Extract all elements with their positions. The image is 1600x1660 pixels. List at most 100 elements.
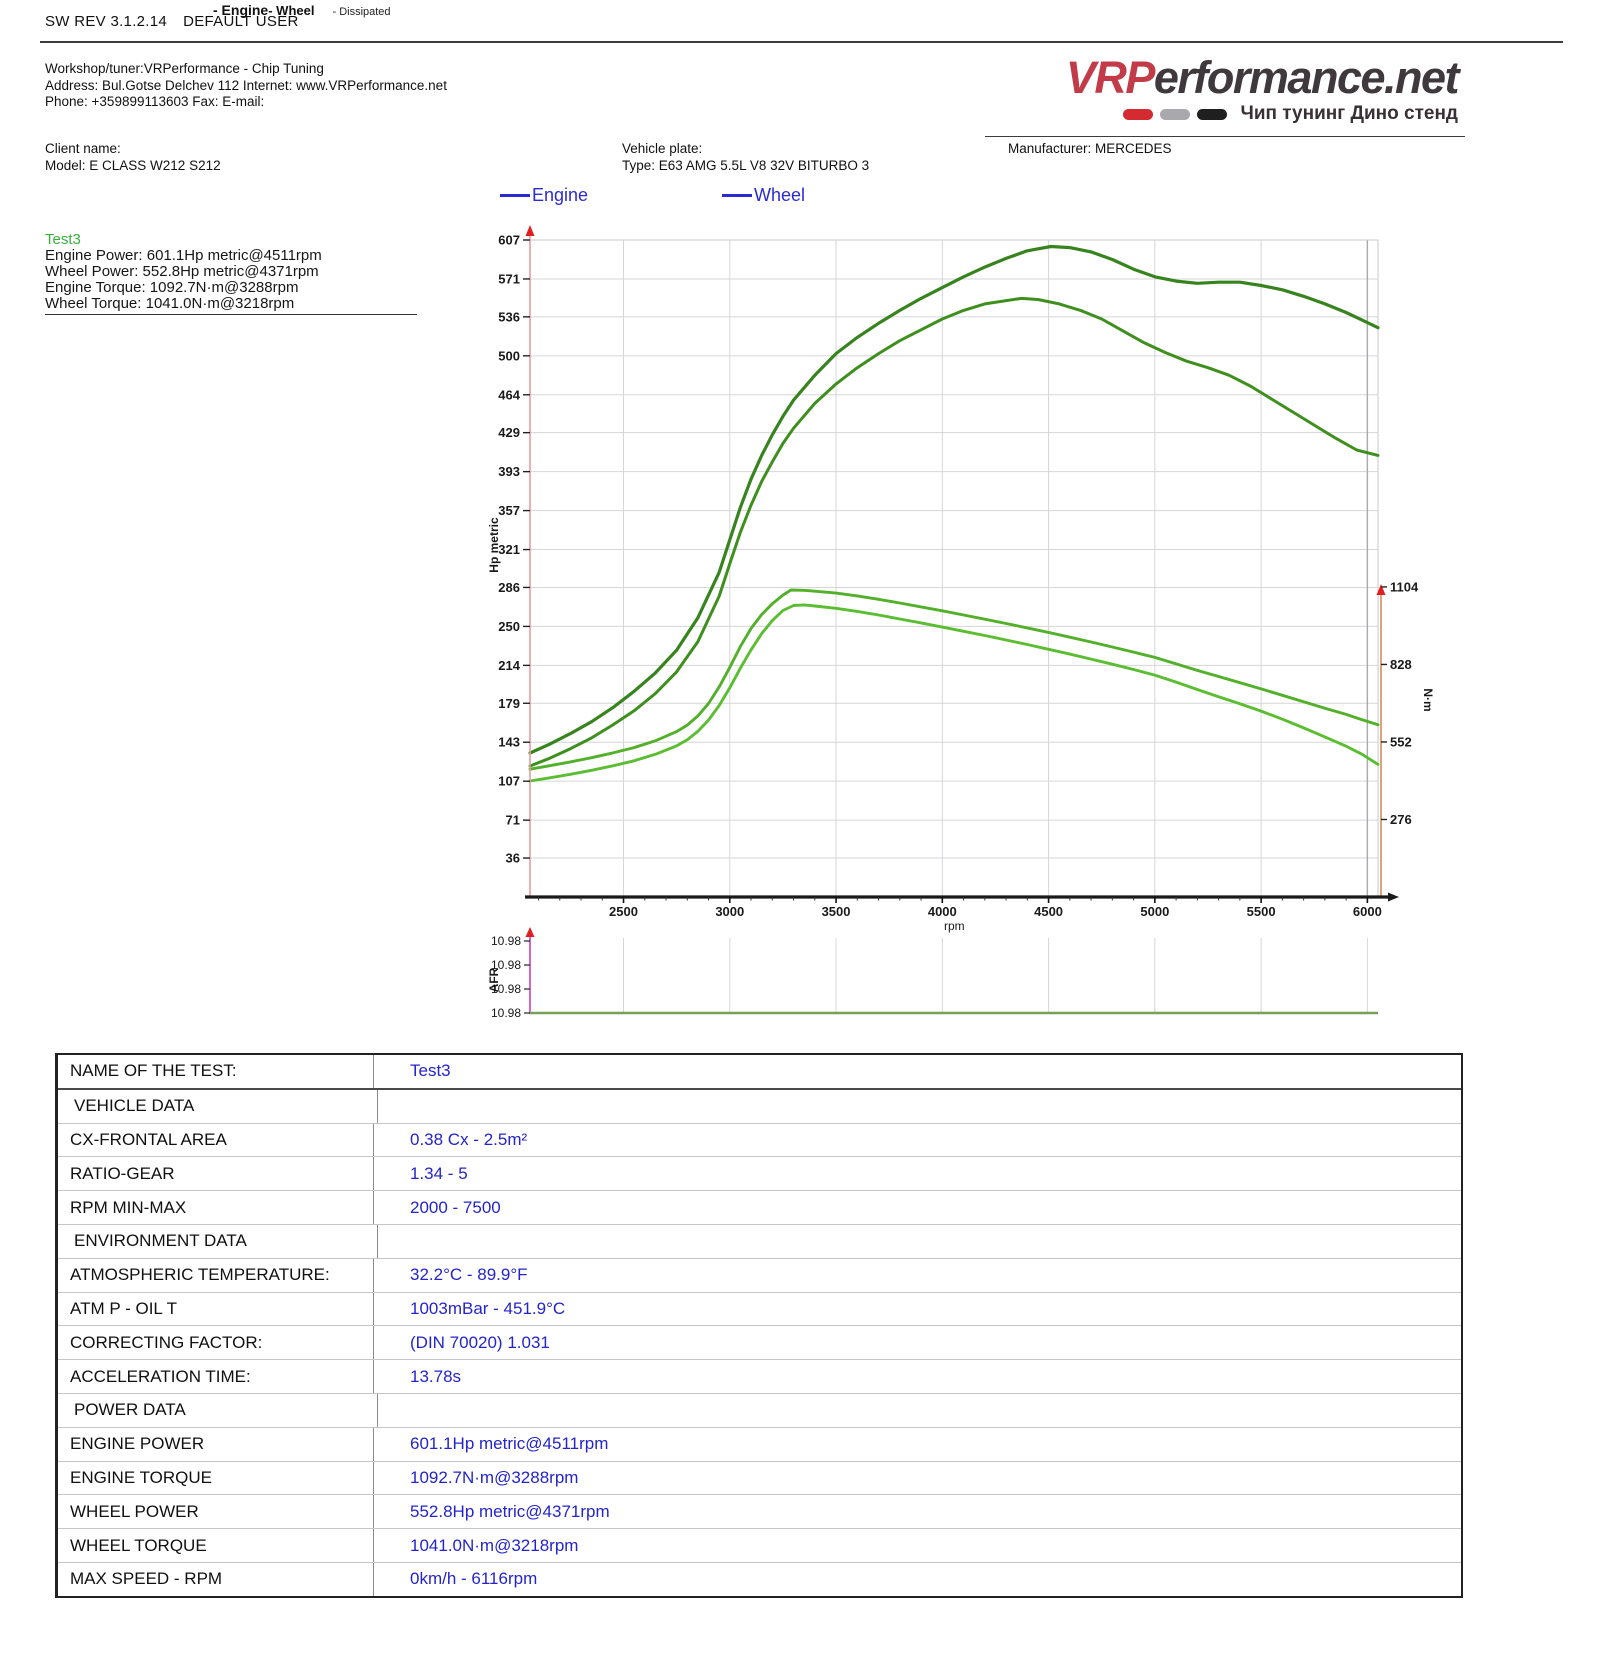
logo-pill-black	[1197, 108, 1228, 120]
legend-engine-label: Engine	[532, 185, 589, 205]
svg-text:1104: 1104	[1390, 579, 1419, 594]
table-row-label: POWER DATA	[74, 1400, 186, 1420]
svg-text:71: 71	[506, 813, 520, 828]
table-row-atmospheric-temperature: ATMOSPHERIC TEMPERATURE: 32.2°C - 89.9°F	[58, 1257, 1461, 1292]
table-row-ratio-gear: RATIO-GEAR 1.34 - 5	[58, 1156, 1461, 1191]
table-row-label: ENVIRONMENT DATA	[74, 1231, 247, 1251]
svg-text:N·m: N·m	[1421, 688, 1435, 711]
print-legend-dissipated: - Dissipated	[332, 6, 391, 18]
table-row-value: (DIN 70020) 1.031	[373, 1326, 1461, 1360]
svg-text:393: 393	[498, 464, 520, 479]
svg-text:10.98: 10.98	[491, 958, 521, 972]
table-row-value: 13.78s	[373, 1360, 1461, 1393]
table-row-environment-data: ENVIRONMENT DATA	[58, 1223, 1461, 1258]
svg-text:10.98: 10.98	[491, 982, 521, 996]
table-row-value: Test3	[373, 1055, 1461, 1088]
svg-text:5000: 5000	[1140, 904, 1169, 919]
legend-wheel-label: Wheel	[754, 185, 806, 205]
brand-logo: VRPerformance.net Чип тунинг Дино стенд	[1000, 52, 1460, 125]
brand-logo-rest: erformance.net	[1153, 52, 1460, 103]
svg-text:250: 250	[498, 619, 520, 634]
results-table: NAME OF THE TEST: Test3 VEHICLE DATA CX-FRO…	[55, 1053, 1463, 1598]
svg-text:3000: 3000	[715, 904, 744, 919]
series-wheel-power	[528, 296, 1380, 768]
workshop-line3: Phone: +359899113603 Fax: E-mail:	[45, 94, 265, 109]
chart-series	[528, 244, 1380, 783]
table-row-label: RPM MIN-MAX	[70, 1197, 187, 1217]
chart-axes: 607 571 536 500 464 429 393 357 321 286 250 214 179 1…	[487, 225, 1435, 933]
brand-logo-vrp: VRP	[1065, 52, 1156, 103]
table-row-value: 2000 - 7500	[373, 1191, 1461, 1224]
vehicle-plate-label: Vehicle plate:	[622, 141, 703, 156]
table-row-label: WHEEL POWER	[70, 1501, 199, 1521]
table-row-value: 601.1Hp metric@4511rpm	[373, 1427, 1461, 1461]
logo-pill-gray	[1160, 108, 1191, 120]
table-row-wheel-torque: WHEEL TORQUE 1041.0N·m@3218rpm	[58, 1528, 1461, 1562]
table-row-value: 1092.7N·m@3288rpm	[373, 1461, 1461, 1495]
svg-text:214: 214	[498, 658, 520, 673]
test-wheel-power: Wheel Power: 552.8Hp metric@4371rpm	[45, 263, 319, 280]
print-legend: - Engine- Wheel - Dissipated	[213, 2, 391, 18]
table-row-label: ENGINE TORQUE	[70, 1467, 213, 1487]
test-summary: Test3 Engine Power: 601.1Hp metric@4511r…	[45, 232, 417, 315]
print-legend-engine: - Engine	[213, 2, 269, 18]
table-row-vehicle-data: VEHICLE DATA	[58, 1087, 1461, 1123]
vehicle-type: Type: E63 AMG 5.5L V8 32V BITURBO 3	[622, 157, 870, 173]
table-row-atm-p-oil-t: ATM P - OIL T 1003mBar - 451.9°C	[58, 1291, 1461, 1326]
test-engine-torque: Engine Torque: 1092.7N·m@3288rpm	[45, 279, 299, 296]
user-name: DEFAULT USER	[183, 13, 299, 30]
table-row-max-speed-rpm: MAX SPEED - RPM 0km/h - 6116rpm	[58, 1561, 1461, 1596]
table-row-wheel-power: WHEEL POWER 552.8Hp metric@4371rpm	[58, 1494, 1461, 1529]
svg-text:500: 500	[498, 348, 520, 363]
table-row-label: RATIO-GEAR	[70, 1163, 175, 1183]
legend-item-wheel: Wheel	[722, 185, 805, 206]
svg-text:AFR: AFR	[487, 967, 501, 992]
engine-line-swatch	[500, 194, 530, 197]
series-engine-power	[528, 244, 1380, 755]
manufacturer-info: Manufacturer: MERCEDES	[1008, 141, 1172, 156]
client-info: Client name: Model: E CLASS W212 S212	[45, 141, 221, 174]
svg-text:107: 107	[498, 774, 520, 789]
table-row-label: NAME OF THE TEST:	[70, 1061, 237, 1081]
table-row-value	[377, 1089, 1461, 1123]
client-name-label: Client name:	[45, 141, 121, 156]
svg-text:429: 429	[498, 425, 520, 440]
svg-text:607: 607	[498, 233, 520, 248]
table-row-value: 32.2°C - 89.9°F	[373, 1258, 1461, 1292]
table-row-value: 1003mBar - 451.9°C	[373, 1292, 1461, 1326]
table-row-value	[377, 1224, 1461, 1258]
table-row-value: 1.34 - 5	[373, 1157, 1461, 1191]
svg-text:4000: 4000	[928, 904, 957, 919]
workshop-info: Workshop/tuner:VRPerformance - Chip Tuni…	[45, 61, 447, 111]
table-row-label: ACCELERATION TIME:	[70, 1366, 251, 1386]
svg-text:143: 143	[498, 735, 520, 750]
table-row-label: CORRECTING FACTOR:	[70, 1332, 263, 1352]
table-row-engine-power: ENGINE POWER 601.1Hp metric@4511rpm	[58, 1426, 1461, 1461]
table-row-label: CX-FRONTAL AREA	[70, 1129, 227, 1149]
sw-rev-text: SW REV 3.1.2.14	[45, 13, 168, 30]
svg-text:Hp metric: Hp metric	[487, 517, 501, 573]
svg-text:357: 357	[498, 503, 520, 518]
workshop-line1: Workshop/tuner:VRPerformance - Chip Tuni…	[45, 61, 324, 76]
svg-text:571: 571	[498, 271, 520, 286]
table-row-value	[377, 1393, 1461, 1427]
wheel-line-swatch	[722, 194, 752, 197]
table-row-label: ENGINE POWER	[70, 1434, 205, 1454]
svg-text:2500: 2500	[609, 904, 638, 919]
logo-divider	[985, 136, 1465, 137]
table-row-label: VEHICLE DATA	[74, 1096, 195, 1116]
svg-text:536: 536	[498, 309, 520, 324]
table-row-acceleration-time: ACCELERATION TIME: 13.78s	[58, 1359, 1461, 1393]
svg-text:3500: 3500	[822, 904, 851, 919]
table-row-label: WHEEL TORQUE	[70, 1535, 207, 1555]
svg-text:321: 321	[498, 542, 520, 557]
svg-text:276: 276	[1390, 812, 1412, 827]
svg-text:4500: 4500	[1034, 904, 1063, 919]
logo-pill-red	[1123, 108, 1154, 120]
brand-logo-text: VRPerformance.net	[1000, 52, 1460, 103]
table-row-cx-frontal-area: CX-FRONTAL AREA 0.38 Cx - 2.5m²	[58, 1122, 1461, 1157]
client-model: Model: E CLASS W212 S212	[45, 157, 221, 173]
svg-text:6000: 6000	[1353, 904, 1382, 919]
dyno-chart: 10.9810.9810.9810.98AFR60757153650046442…	[487, 225, 1435, 1020]
